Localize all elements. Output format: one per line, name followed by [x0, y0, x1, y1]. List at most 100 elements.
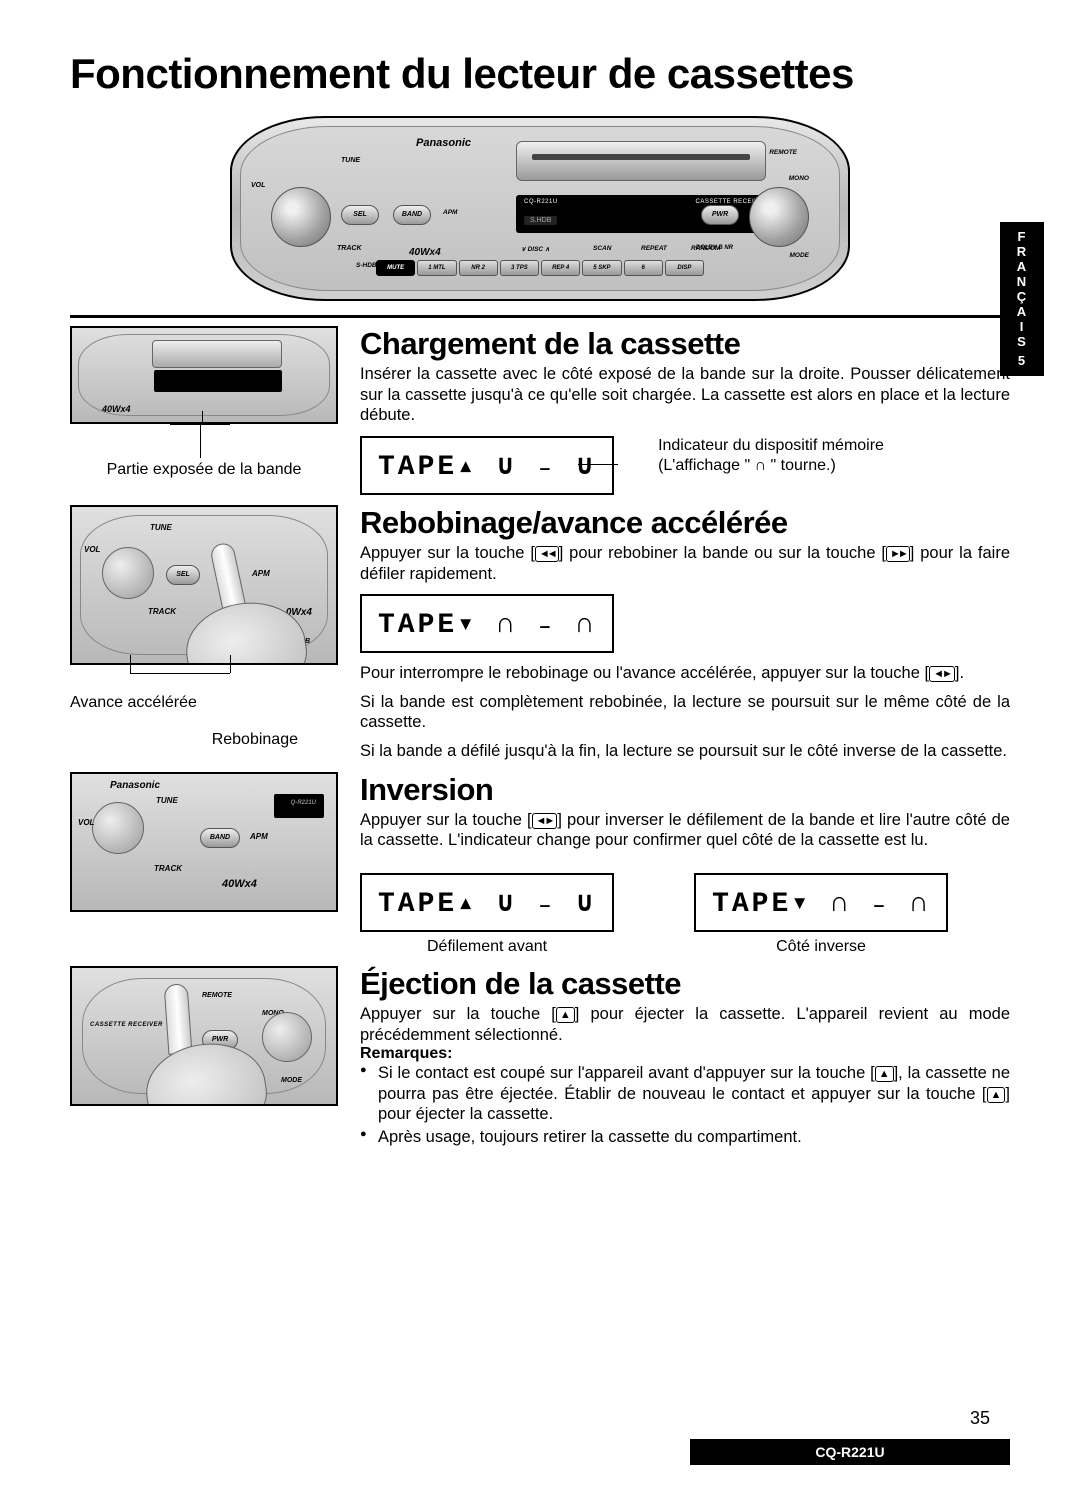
inv-tune: TUNE	[156, 796, 178, 805]
rw-fig-label-1: Avance accélérée	[70, 694, 197, 711]
left-knob	[271, 187, 331, 247]
mute-button: MUTE	[376, 260, 415, 276]
rewind-lcd: TAPE▾ ∩ ₋ ∩	[360, 594, 614, 653]
inv-vol: VOL	[78, 818, 94, 827]
inv-model: Q-R221U	[291, 800, 316, 806]
eject-note-1: Si le contact est coupé sur l'appareil a…	[360, 1063, 1010, 1125]
eject-note-2: Après usage, toujours retirer la cassett…	[360, 1127, 1010, 1148]
btn-disp: DISP	[665, 260, 704, 276]
inv-brand: Panasonic	[110, 780, 160, 791]
apm-label: APM	[443, 209, 457, 216]
inv-knob	[92, 802, 144, 854]
rewind-text3: Si la bande est complètement rebobinée, …	[360, 692, 1010, 733]
load-indicator: Indicateur du dispositif mémoire (L'affi…	[658, 436, 884, 476]
brand-label: Panasonic	[416, 137, 471, 149]
rewind-annot: Avance accélérée Rebobinage	[70, 673, 338, 749]
load-indicator-2: (L'affichage " ∩ " tourne.)	[658, 457, 836, 474]
eject-icon-2	[875, 1066, 894, 1082]
rewind-icon	[535, 546, 559, 562]
invert-heading: Inversion	[360, 772, 1010, 808]
rewind-text2: Pour interrompre le rebobinage ou l'avan…	[360, 663, 1010, 684]
inv-power: 40Wx4	[222, 878, 257, 890]
eject-text: Appuyer sur la touche [] pour éjecter la…	[360, 1004, 1010, 1045]
eject-icon-3	[987, 1087, 1006, 1103]
vol-label: VOL	[251, 182, 265, 189]
lang-letters: FRANÇAIS	[1000, 230, 1044, 350]
fig-powerspec: 40Wx4	[102, 404, 131, 414]
btn-6: 6	[624, 260, 663, 276]
rw-track: TRACK	[148, 607, 176, 616]
power-spec: 40Wx4	[409, 247, 441, 258]
lang-tab-num: 5	[1000, 354, 1044, 369]
model-small: CQ-R221U	[524, 199, 558, 205]
rewind-figure: TUNE VOL SEL APM TRACK 0Wx4 HDB	[70, 505, 338, 665]
load-heading: Chargement de la cassette	[360, 326, 1010, 362]
rw-vol: VOL	[84, 545, 100, 554]
section-rewind: TUNE VOL SEL APM TRACK 0Wx4 HDB Avance a…	[70, 505, 1010, 762]
invert-lcd-row: TAPE▴ ∪ ₋ ∪ Défilement avant TAPE▾ ∩ ₋ ∩…	[360, 863, 1010, 956]
section-load: 40Wx4 Partie exposée de la bande Chargem…	[70, 326, 1010, 495]
load-figure: 40Wx4	[70, 326, 338, 424]
btn-2: NR 2	[459, 260, 498, 276]
rw-tune: TUNE	[150, 523, 172, 532]
inv-lcd	[274, 794, 324, 818]
load-lcd: TAPE▴ ∪ ₋ ∪	[360, 436, 614, 495]
bottom-button-row: MUTE 1 MTL NR 2 3 TPS REP 4 5 SKP 6 DISP	[376, 258, 704, 278]
sel-button: SEL	[341, 205, 379, 225]
invert-text: Appuyer sur la touche [] pour inverser l…	[360, 810, 1010, 851]
load-indicator-1: Indicateur du dispositif mémoire	[658, 437, 884, 454]
eject-notes: Si le contact est coupé sur l'appareil a…	[360, 1063, 1010, 1148]
repeat-label: REPEAT	[641, 245, 667, 252]
page-number: 35	[970, 1408, 990, 1429]
rw-knob	[102, 547, 154, 599]
scan-label: SCAN	[593, 245, 611, 252]
hand-overlay	[176, 543, 316, 663]
notes-label: Remarques:	[360, 1045, 1010, 1063]
track-label: TRACK	[337, 245, 362, 252]
eject-icon	[556, 1007, 575, 1023]
eject-figure: REMOTE MONO CASSETTE RECEIVER PWR MODE	[70, 966, 338, 1106]
section-eject: REMOTE MONO CASSETTE RECEIVER PWR MODE É…	[70, 966, 1010, 1150]
inv-apm: APM	[250, 832, 268, 841]
random-label: RANDOM	[691, 245, 720, 252]
btn-5: 5 SKP	[582, 260, 621, 276]
load-text: Insérer la cassette avec le côté exposé …	[360, 364, 1010, 426]
pwr-button: PWR	[701, 205, 739, 225]
invert-cap1: Défilement avant	[360, 938, 614, 956]
play-both-icon	[929, 666, 955, 682]
right-knob	[749, 187, 809, 247]
invert-cap2: Côté inverse	[694, 938, 948, 956]
cassette-slot	[516, 141, 766, 181]
section-invert: Panasonic TUNE VOL BAND APM TRACK 40Wx4 …	[70, 772, 1010, 956]
eject-hand	[136, 984, 276, 1104]
inv-band: BAND	[200, 828, 240, 848]
ej-mode: MODE	[281, 1077, 302, 1084]
rewind-heading: Rebobinage/avance accélérée	[360, 505, 1010, 541]
band-button: BAND	[393, 205, 431, 225]
btn-3: 3 TPS	[500, 260, 539, 276]
shdb-label: S-HDB	[356, 262, 377, 269]
btn-1: 1 MTL	[417, 260, 456, 276]
load-fig-label: Partie exposée de la bande	[107, 461, 302, 478]
device-illustration: Panasonic CQ-R221U CASSETTE RECEIVER S.H…	[230, 116, 850, 301]
rewind-text4: Si la bande a défilé jusqu'à la fin, la …	[360, 741, 1010, 762]
invert-both-icon	[532, 813, 558, 829]
page-title: Fonctionnement du lecteur de cassettes	[70, 50, 1010, 98]
load-fig-caption: Partie exposée de la bande	[70, 430, 338, 479]
remote-label: REMOTE	[769, 149, 797, 156]
mode-label2: MODE	[790, 252, 810, 259]
invert-lcd2: TAPE▾ ∩ ₋ ∩	[694, 873, 948, 932]
fastforward-icon	[886, 546, 910, 562]
mono-label: MONO	[789, 175, 809, 182]
device-inner: Panasonic CQ-R221U CASSETTE RECEIVER S.H…	[240, 126, 840, 291]
tune-label: TUNE	[341, 157, 360, 164]
btn-4: REP 4	[541, 260, 580, 276]
display-chip: S.HDB	[524, 216, 557, 225]
rw-fig-label-2: Rebobinage	[212, 731, 298, 748]
inv-track: TRACK	[154, 864, 182, 873]
invert-lcd1: TAPE▴ ∪ ₋ ∪	[360, 873, 614, 932]
language-tab: FRANÇAIS 5	[1000, 222, 1044, 376]
section-divider	[70, 315, 1010, 318]
eject-heading: Éjection de la cassette	[360, 966, 1010, 1002]
invert-figure: Panasonic TUNE VOL BAND APM TRACK 40Wx4 …	[70, 772, 338, 912]
